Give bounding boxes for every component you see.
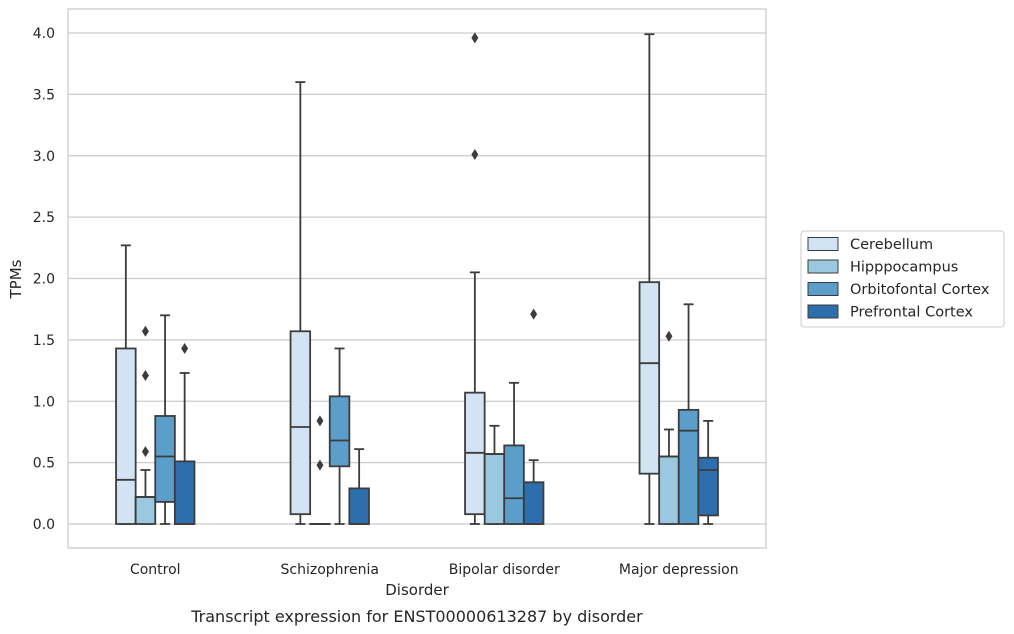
box-body: [328, 395, 351, 468]
box-1-3: [348, 448, 370, 525]
legend-label: Cerebellum: [850, 237, 933, 253]
y-tick-label: 0.0: [33, 517, 55, 533]
box-3-0: [638, 33, 661, 525]
x-axis-label: Disorder: [385, 581, 449, 599]
box-1-0: [289, 81, 312, 525]
x-tick-label: Bipolar disorder: [449, 562, 560, 578]
legend-label: Prefrontal Cortex: [850, 305, 973, 321]
box-2-3: [522, 308, 545, 525]
box-body: [173, 460, 196, 525]
legend-swatch: [807, 237, 839, 251]
box-body: [638, 281, 661, 475]
box-2-0: [464, 32, 486, 525]
y-tick-label: 3.0: [33, 149, 55, 165]
y-tick-label: 1.5: [33, 333, 55, 349]
outlier-point: [530, 308, 538, 320]
legend-items: Cerebellum Hipppocampus Orbitofontal Corte…: [807, 237, 990, 321]
box-0-0: [115, 244, 137, 525]
outlier-point: [471, 32, 479, 44]
plot-frame: [67, 8, 767, 549]
outlier-point: [181, 342, 189, 354]
x-tick-label: Major depression: [619, 562, 739, 578]
box-body: [154, 415, 176, 503]
outlier-point: [665, 330, 673, 342]
y-axis-label: TPMs: [7, 259, 25, 299]
box-body: [697, 456, 719, 517]
box-0-1: [134, 325, 157, 525]
outlier-point: [141, 325, 149, 337]
x-tick-labels: Control Schizophrenia Bipolar disorder Majo…: [130, 562, 739, 578]
legend-label: Orbitofontal Cortex: [850, 282, 990, 298]
box-body: [677, 408, 700, 525]
box-0-3: [173, 342, 196, 525]
box-body: [348, 487, 370, 525]
legend: Cerebellum Hipppocampus Orbitofontal Corte…: [800, 230, 1005, 328]
legend-swatch: [807, 282, 839, 296]
box-body: [289, 330, 312, 516]
box-3-1: [658, 330, 680, 525]
chart-caption: Transcript expression for ENST0000061328…: [190, 607, 643, 626]
x-tick-label: Schizophrenia: [281, 562, 379, 578]
box-body: [522, 481, 545, 525]
y-tick-label: 2.0: [33, 272, 55, 288]
box-body: [658, 455, 680, 525]
boxes: [115, 32, 719, 525]
outlier-point: [316, 459, 324, 471]
box-body: [134, 496, 157, 525]
box-1-2: [328, 347, 351, 525]
legend-frame: [800, 230, 1005, 328]
box-2-1: [483, 424, 506, 525]
legend-label: Hipppocampus: [850, 260, 958, 276]
box-2-2: [503, 381, 525, 525]
box-3-3: [697, 419, 719, 525]
box-0-2: [154, 314, 176, 525]
outlier-point: [141, 369, 149, 381]
outlier-point: [141, 446, 149, 458]
outlier-point: [316, 415, 324, 427]
y-tick-labels: 0.0 0.5 1.0 1.5 2.0 2.5 3.0 3.5 4.0: [33, 26, 55, 533]
box-body: [503, 444, 525, 525]
box-1-1: [309, 415, 331, 525]
y-tick-label: 2.5: [33, 210, 55, 226]
outlier-point: [471, 149, 479, 161]
box-body: [115, 347, 137, 525]
box-body: [483, 453, 506, 525]
box-3-2: [677, 303, 700, 525]
y-tick-label: 0.5: [33, 456, 55, 472]
y-tick-label: 1.0: [33, 394, 55, 410]
legend-swatch: [807, 259, 839, 274]
y-tick-label: 4.0: [33, 26, 55, 42]
legend-swatch: [807, 304, 839, 319]
y-tick-label: 3.5: [33, 87, 55, 103]
x-tick-label: Control: [130, 562, 181, 578]
